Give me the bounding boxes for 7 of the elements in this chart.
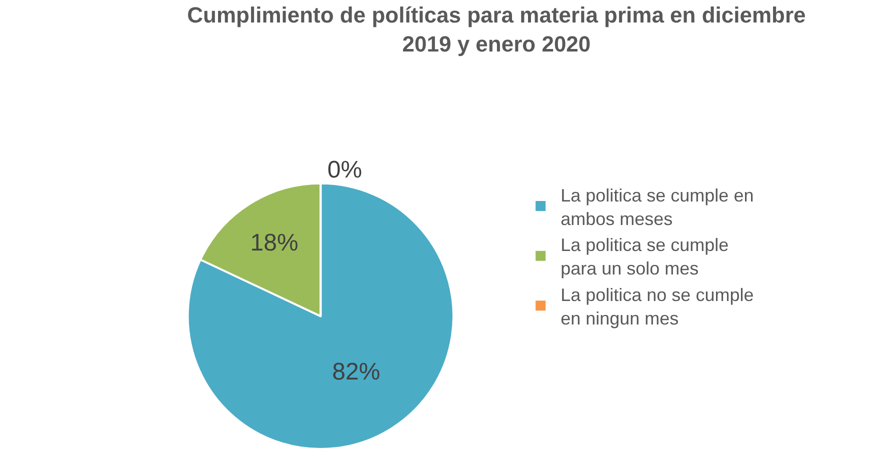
legend-label: La politica se cumple en ambos meses xyxy=(560,185,754,229)
legend-label: La politica se cumple para un solo mes xyxy=(560,235,729,279)
data-label: 18% xyxy=(250,230,298,257)
chart-title: Cumplimiento de políticas para materia prima en diciembre 2019 y enero 2020 xyxy=(187,2,806,56)
data-label: 82% xyxy=(332,358,380,386)
legend-label: La politica no se cumple en ningun mes xyxy=(560,284,754,328)
text: 0% xyxy=(327,156,362,184)
